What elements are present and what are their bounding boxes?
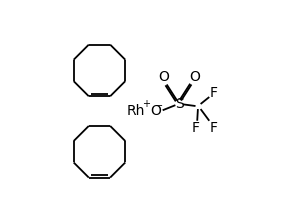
Text: −: − <box>154 101 163 111</box>
Text: O: O <box>190 70 200 84</box>
Text: Rh: Rh <box>127 104 145 118</box>
Text: F: F <box>209 86 217 100</box>
Text: O: O <box>158 70 169 84</box>
Text: F: F <box>192 121 200 135</box>
Text: S: S <box>175 97 184 111</box>
Text: +: + <box>142 99 150 109</box>
Text: O: O <box>150 104 161 118</box>
Text: F: F <box>209 121 217 135</box>
